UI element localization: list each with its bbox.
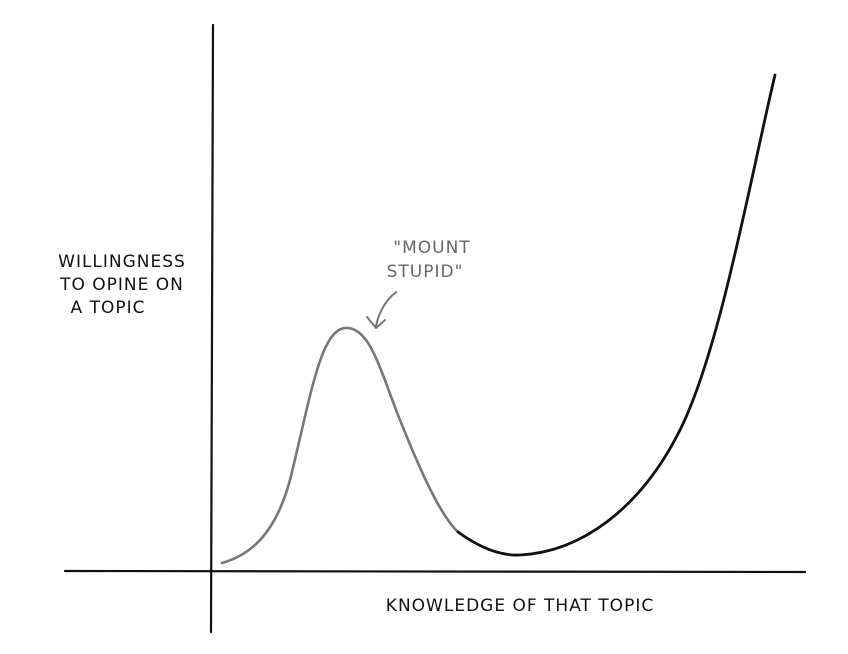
y-axis-label-line: TO OPINE ON bbox=[59, 275, 184, 295]
annotation-line: STUPID" bbox=[387, 262, 464, 282]
annotation: "MOUNT STUPID" bbox=[387, 238, 470, 282]
y-axis-label-line: WILLINGNESS bbox=[58, 252, 186, 272]
x-axis bbox=[63, 569, 807, 574]
annotation-line: "MOUNT bbox=[393, 238, 470, 258]
y-axis bbox=[209, 23, 215, 634]
curve-falling bbox=[456, 73, 777, 557]
curve-rising bbox=[220, 326, 460, 565]
y-axis-label: WILLINGNESS TO OPINE ON A TOPIC bbox=[58, 252, 186, 318]
annotation-arrow bbox=[366, 291, 397, 329]
x-axis-label: KNOWLEDGE OF THAT TOPIC bbox=[386, 596, 654, 616]
y-axis-label-line: A TOPIC bbox=[71, 298, 146, 318]
